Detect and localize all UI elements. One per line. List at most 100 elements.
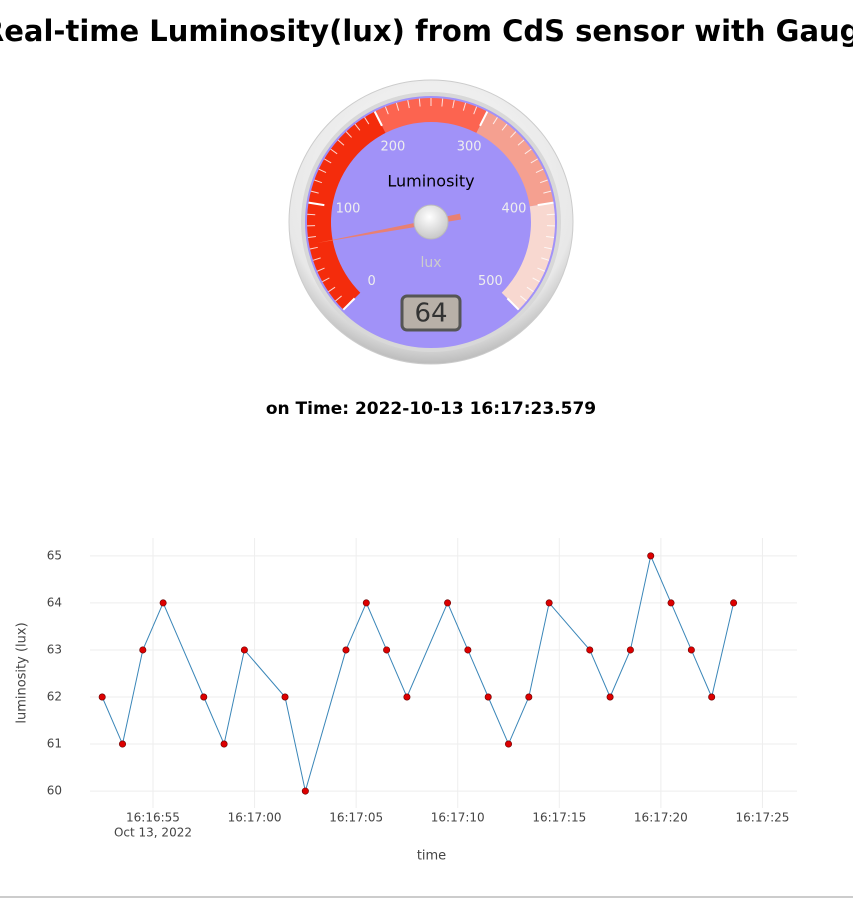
gauge-minor-tick: [345, 131, 352, 138]
data-point: [383, 646, 391, 654]
gauge-minor-tick: [337, 139, 345, 146]
data-point: [730, 599, 738, 607]
data-point: [667, 599, 675, 607]
x-tick-label: 16:17:25: [736, 811, 790, 825]
data-point: [606, 693, 614, 701]
gauge-minor-tick: [309, 246, 318, 250]
x-tick-label: 16:17:20: [634, 811, 688, 825]
gauge-minor-tick: [546, 236, 555, 239]
data-point: [301, 787, 309, 795]
data-point: [484, 693, 492, 701]
y-tick-label: 63: [47, 642, 62, 656]
data-point: [586, 646, 594, 654]
y-tick-label: 65: [47, 548, 62, 562]
data-point: [444, 599, 452, 607]
x-axis-label: time: [417, 849, 446, 864]
gauge: 0 100 200 300 400 500 Luminosity lux 64: [305, 96, 557, 348]
gauge-band: [307, 111, 386, 310]
gauge-band: [374, 98, 488, 133]
gauge-minor-tick: [395, 102, 400, 111]
gauge-major-tick: [342, 297, 356, 311]
gauge-minor-tick: [418, 98, 421, 107]
gauge-minor-tick: [462, 102, 467, 111]
gauge-minor-tick: [537, 267, 546, 272]
x-tick-label: 16:17:15: [532, 811, 586, 825]
gauge-units: lux: [420, 255, 441, 271]
y-tick-label: 60: [47, 784, 62, 798]
gauge-title: Luminosity: [387, 172, 474, 191]
gauge-major-tick: [308, 201, 325, 207]
data-point: [139, 646, 147, 654]
gauge-minor-tick: [330, 148, 338, 155]
gauge-minor-tick: [541, 257, 550, 261]
gauge-minor-tick: [310, 190, 319, 194]
data-point: [240, 646, 248, 654]
x-tick-label: 16:17:00: [228, 811, 282, 825]
data-point: [220, 740, 228, 748]
data-point: [687, 646, 695, 654]
gauge-major-tick: [506, 297, 520, 311]
data-point: [200, 693, 208, 701]
gauge-minor-tick: [510, 131, 517, 138]
y-axis-label: luminosity (lux): [15, 622, 30, 723]
data-point: [626, 646, 634, 654]
data-point: [647, 552, 655, 560]
page-title: Real-time Luminosity(lux) from CdS senso…: [0, 14, 853, 48]
gauge-major-tick: [373, 111, 383, 127]
gauge-band: [501, 202, 555, 310]
gauge-display: [400, 294, 462, 332]
gauge-minor-tick: [384, 106, 389, 115]
gauge-minor-tick: [546, 213, 555, 216]
gauge-minor-tick: [526, 286, 534, 293]
time-label: on Time: 2022-10-13 16:17:23.579: [266, 399, 596, 419]
gauge-tick-label: 300: [457, 140, 482, 155]
gauge-minor-tick: [501, 123, 508, 131]
data-point: [708, 693, 716, 701]
gauge-minor-tick: [316, 267, 325, 272]
y-tick-label: 62: [47, 689, 62, 703]
gauge-tick-label: 0: [367, 274, 375, 289]
data-point: [362, 599, 370, 607]
gauge-minor-tick: [324, 158, 332, 164]
x-tick-label: 16:16:55: [126, 811, 180, 825]
gauge-minor-tick: [517, 139, 525, 146]
gauge-minor-tick: [354, 123, 361, 131]
data-point: [342, 646, 350, 654]
data-point: [159, 599, 167, 607]
data-point: [281, 693, 289, 701]
gauge-minor-tick: [532, 277, 540, 283]
gauge-minor-tick: [364, 117, 370, 125]
y-tick-label: 61: [47, 737, 62, 751]
gauge-minor-tick: [535, 168, 544, 174]
gauge-knob: [413, 204, 449, 240]
gauge-minor-tick: [335, 295, 342, 302]
gauge-minor-tick: [318, 168, 327, 174]
gauge-tick-label: 400: [502, 201, 527, 216]
gauge-minor-tick: [314, 179, 323, 184]
gauge-minor-tick: [544, 246, 553, 250]
gauge-minor-tick: [312, 257, 321, 261]
gauge-minor-tick: [520, 295, 527, 302]
x-tick-label: 16:17:05: [329, 811, 383, 825]
data-point: [464, 646, 472, 654]
gauge-minor-tick: [407, 100, 410, 109]
gauge-minor-tick: [307, 213, 316, 216]
gauge-tick-label: 100: [336, 201, 361, 216]
data-line: [101, 554, 735, 792]
data-point: [545, 599, 553, 607]
gauge-minor-tick: [539, 179, 548, 184]
data-point: [403, 693, 411, 701]
gauge-band: [476, 111, 554, 207]
x-tick-label: 16:17:10: [431, 811, 485, 825]
gauge-minor-tick: [543, 190, 552, 194]
gauge-minor-tick: [322, 277, 330, 283]
data-point: [119, 740, 127, 748]
gauge-minor-tick: [328, 286, 336, 293]
gauge-minor-tick: [441, 98, 444, 107]
gauge-tick-label: 500: [478, 274, 503, 289]
gauge-minor-tick: [530, 158, 538, 164]
data-point: [525, 693, 533, 701]
data-point: [98, 693, 106, 701]
